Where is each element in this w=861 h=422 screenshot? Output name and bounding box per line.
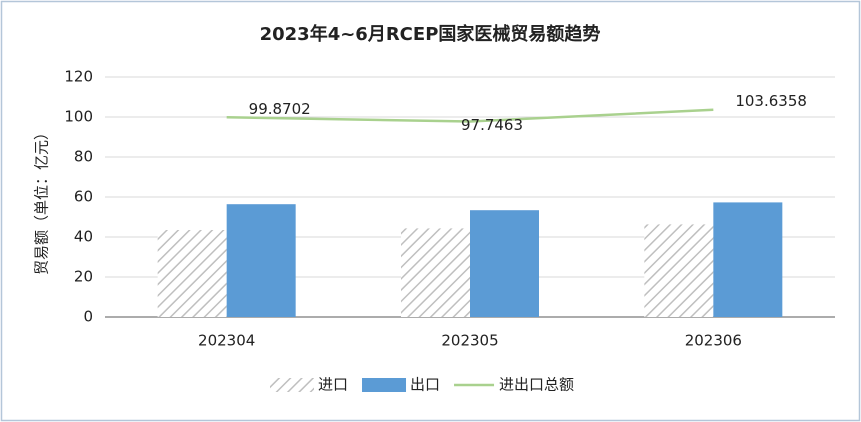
y-tick-label: 60: [74, 188, 93, 206]
legend-swatch: [270, 378, 314, 392]
legend-swatch: [362, 378, 407, 392]
y-tick-label: 40: [74, 228, 93, 246]
y-tick-label: 120: [64, 68, 93, 86]
x-tick-label: 202306: [685, 332, 742, 350]
data-label: 99.8702: [249, 100, 311, 118]
y-tick-label: 100: [64, 108, 93, 126]
legend-label: 出口: [410, 376, 440, 394]
data-label: 103.6358: [735, 92, 807, 110]
y-tick-label: 0: [83, 308, 93, 326]
x-tick-label: 202305: [441, 332, 498, 350]
legend-label: 进口: [318, 376, 348, 394]
bar: [401, 228, 470, 317]
data-label: 97.7463: [461, 116, 523, 134]
legend-label: 进出口总额: [499, 376, 574, 394]
chart-title: 2023年4~6月RCEP国家医械贸易额趋势: [260, 23, 601, 45]
line: [226, 108, 714, 123]
bar: [157, 230, 227, 317]
bar: [226, 204, 296, 317]
bar: [470, 210, 539, 317]
y-tick-label: 20: [74, 268, 93, 286]
x-tick-label: 202304: [198, 332, 255, 350]
y-tick-label: 80: [74, 148, 93, 166]
y-axis-label: 贸易额（单位：亿元）: [33, 125, 51, 275]
bar: [644, 224, 714, 317]
bar: [713, 202, 783, 317]
